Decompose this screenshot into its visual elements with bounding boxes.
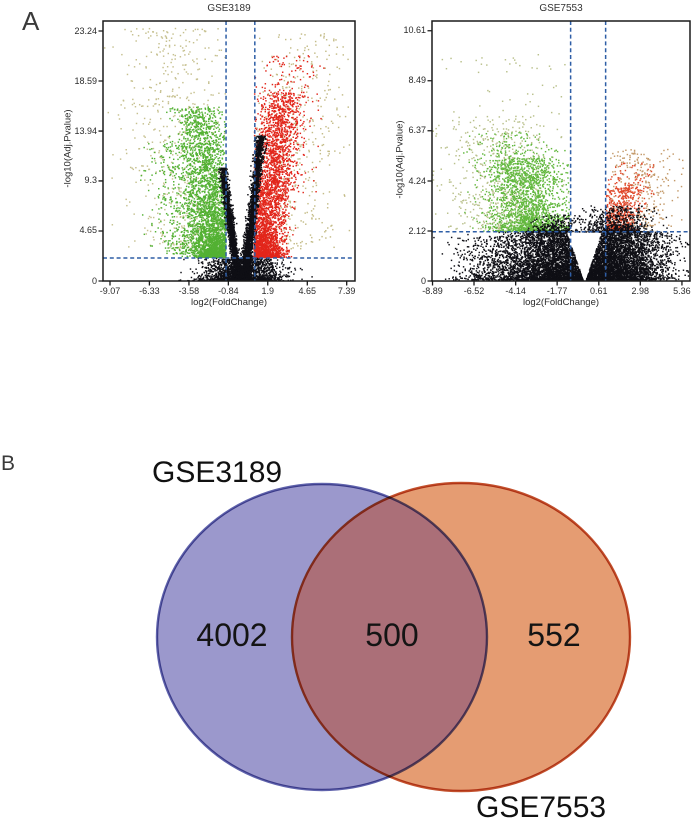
y-tick-label: 18.59	[74, 75, 97, 86]
venn-count-overlap: 500	[365, 617, 419, 653]
panel-label-b: B	[1, 452, 16, 475]
y-tick-label: 23.24	[74, 25, 97, 36]
y-tick-label: 8.49	[408, 75, 426, 86]
x-tick-label: -4.14	[505, 286, 526, 296]
y-tick-label: 4.24	[408, 175, 426, 186]
plot-title-gse3189: GSE3189	[207, 3, 251, 14]
venn-count-left-only: 4002	[196, 617, 268, 653]
x-tick-label: -6.52	[463, 286, 485, 296]
x-tick-label: 1.9	[261, 286, 274, 296]
x-tick-label: -8.89	[422, 286, 443, 296]
x-axis-label-gse7553: log2(FoldChange)	[522, 297, 600, 308]
x-tick-label: -0.84	[218, 286, 239, 296]
y-tick-label: 6.37	[408, 125, 426, 136]
y-tick-label: 0	[91, 275, 97, 286]
y-tick-label: 4.65	[79, 225, 97, 236]
x-tick-label: 4.65	[298, 286, 317, 296]
x-tick-label: -1.77	[546, 286, 568, 296]
x-tick-label: -9.07	[99, 286, 121, 296]
x-tick-label: 7.39	[337, 286, 356, 296]
y-tick-label: 9.3	[84, 175, 97, 186]
x-tick-label: 5.36	[673, 286, 691, 296]
y-tick-label: 2.12	[408, 225, 426, 236]
panel-label-a: A	[22, 6, 40, 36]
y-axis-label-gse3189: -log10(Adj.Pvalue)	[62, 109, 74, 188]
x-tick-label: 0.61	[590, 286, 608, 296]
y-tick-label: 13.94	[74, 125, 97, 136]
venn-set-label-gse7553: GSE7553	[476, 791, 607, 823]
y-tick-label: 0	[420, 275, 426, 286]
x-tick-label: -6.33	[139, 286, 160, 296]
plot-title-gse7553: GSE7553	[539, 3, 583, 14]
x-axis-label-gse3189: log2(FoldChange)	[190, 297, 268, 308]
y-axis-label-gse7553: -log10(Adj.Pvalue)	[394, 120, 406, 199]
x-tick-label: 2.98	[631, 286, 650, 296]
venn-set-label-gse3189: GSE3189	[152, 456, 283, 489]
venn-count-right-only: 552	[527, 617, 581, 653]
y-tick-label: 10.61	[403, 25, 426, 36]
x-tick-label: -3.58	[178, 286, 200, 296]
